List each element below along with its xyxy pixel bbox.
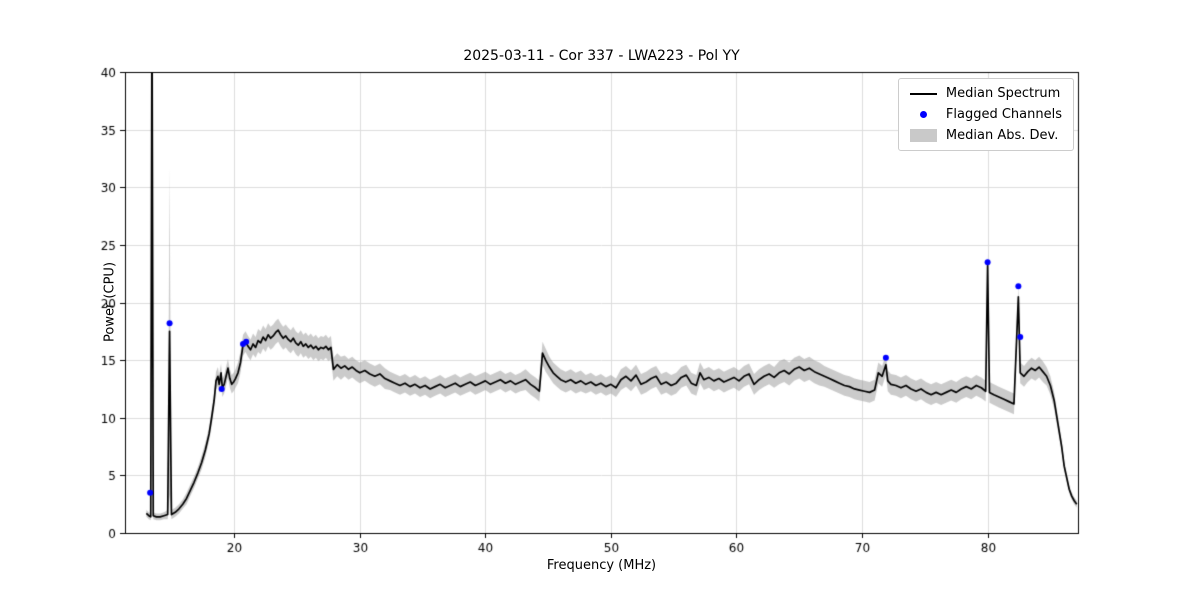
legend-label: Flagged Channels (945, 107, 1062, 122)
legend-entry-flagged-channels: Flagged Channels (910, 107, 1062, 122)
legend-label: Median Abs. Dev. (945, 128, 1059, 143)
y-axis-label: Power (CPU) (102, 261, 118, 343)
flagged-channels-marker-icon (910, 111, 937, 118)
chart-title: 2025-03-11 - Cor 337 - LWA223 - Pol YY (463, 48, 740, 64)
x-axis-label: Frequency (MHz) (546, 558, 657, 573)
legend-entry-median-abs-dev: Median Abs. Dev. (909, 128, 1062, 143)
median-abs-dev-patch-icon (909, 129, 937, 142)
median-spectrum-line-icon (909, 92, 937, 95)
legend: Median Spectrum Flagged Channels Median … (897, 78, 1074, 151)
legend-entry-median-spectrum: Median Spectrum (909, 86, 1062, 101)
legend-label: Median Spectrum (945, 86, 1061, 101)
